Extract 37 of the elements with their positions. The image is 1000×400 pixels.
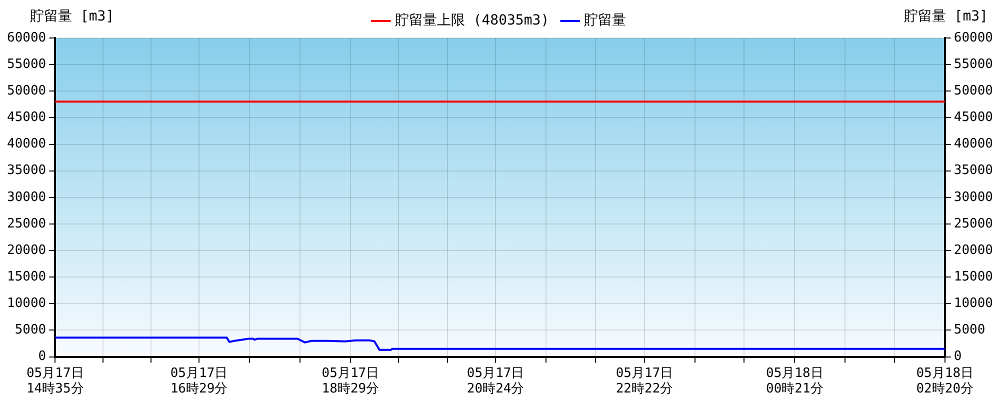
y-tick-label: 55000 [6,56,46,72]
x-tick-label: 05月17日 16時29分 [170,366,228,397]
y-tick-label: 35000 [6,163,46,178]
y2-tick-label: 45000 [954,110,994,126]
y-tick-label: 25000 [6,216,46,232]
y2-tick-label: 55000 [954,56,994,72]
y2-tick-label: 15000 [954,269,994,284]
y-tick-label: 5000 [14,322,46,338]
x-tick-label: 05月17日 14時35分 [26,366,84,397]
y2-tick-label: 30000 [954,190,994,205]
legend-label: 貯留量 [584,12,626,29]
y-tick-label: 10000 [6,296,46,312]
y2-tick-label: 60000 [954,30,994,46]
y-axis-title: 貯留量 [m3] [30,8,114,25]
legend-label: 貯留量上限 (48035m3) [394,12,550,29]
y2-tick-label: 5000 [954,322,986,338]
y-tick-label: 40000 [6,136,46,152]
x-tick-label: 05月17日 20時24分 [466,366,524,397]
x-tick-label: 05月18日 00時21分 [766,366,824,397]
y2-tick-label: 20000 [954,242,994,258]
y2-tick-label: 0 [954,349,962,364]
y-tick-label: 15000 [6,269,46,284]
y2-tick-label: 50000 [954,84,994,99]
y-tick-label: 30000 [6,190,46,205]
y2-axis-title: 貯留量 [m3] [904,8,988,25]
y2-tick-label: 35000 [954,163,994,178]
y-tick-label: 0 [38,349,46,364]
y2-tick-label: 10000 [954,296,994,312]
y-tick-label: 45000 [6,110,46,126]
y-tick-label: 60000 [6,30,46,46]
x-tick-label: 05月18日 02時20分 [916,366,974,397]
x-tick-label: 05月17日 18時29分 [322,366,380,397]
x-tick-label: 05月17日 22時22分 [616,366,674,397]
y2-tick-label: 25000 [954,216,994,232]
y-tick-label: 20000 [6,242,46,258]
y-tick-label: 50000 [6,84,46,99]
y2-tick-label: 40000 [954,136,994,152]
